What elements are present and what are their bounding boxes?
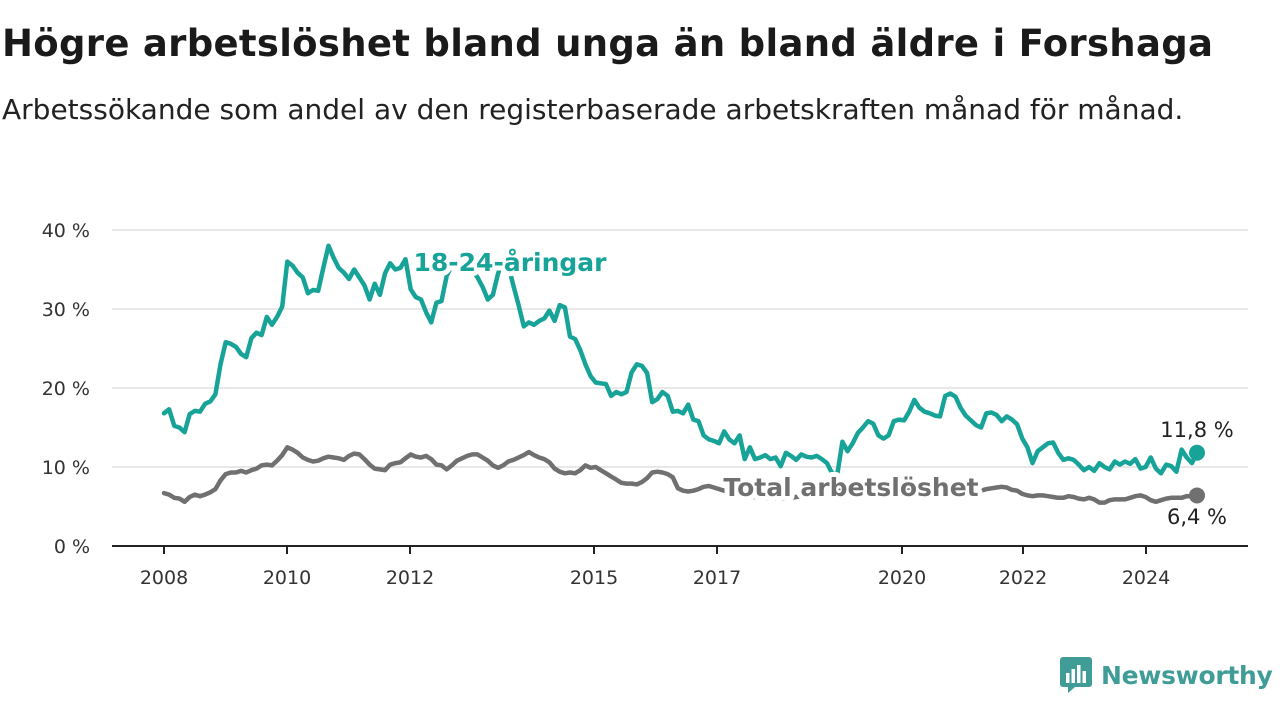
chart-subtitle: Arbetssökande som andel av den registerb… <box>2 93 1184 126</box>
x-tick-label: 2020 <box>878 567 926 589</box>
x-tick-label: 2015 <box>570 567 618 589</box>
y-tick-label: 30 % <box>42 299 90 321</box>
chart-title: Högre arbetslöshet bland unga än bland ä… <box>2 22 1214 65</box>
series-label-total: Total arbetslöshet <box>723 473 978 502</box>
y-tick-label: 40 % <box>42 220 90 242</box>
end-point-total <box>1189 487 1205 504</box>
brand-name: Newsworthy <box>1101 660 1273 690</box>
x-tick-label: 2024 <box>1122 567 1170 589</box>
series-line-total <box>161 445 1200 505</box>
series-label-18-24: 18-24-åringar <box>414 248 608 277</box>
x-tick-label: 2008 <box>140 567 188 589</box>
x-tick-label: 2017 <box>693 567 741 589</box>
line-chart: 0 % 10 % 20 % 30 % 40 % 2008 2010 2012 2015 2017… <box>42 220 1248 589</box>
y-tick-label: 0 % <box>54 536 90 558</box>
end-point-18-24 <box>1189 444 1205 461</box>
series-line-18-24 <box>161 243 1200 478</box>
x-axis-ticks: 2008 2010 2012 2015 2017 2020 2022 2024 <box>140 546 1170 589</box>
x-tick-label: 2022 <box>999 567 1047 589</box>
y-axis-ticks: 0 % 10 % 20 % 30 % 40 % <box>42 220 90 558</box>
newsworthy-logo-icon <box>1060 657 1092 693</box>
grid-lines <box>112 229 1248 468</box>
end-label-total: 6,4 % <box>1167 505 1227 529</box>
x-tick-label: 2010 <box>263 567 311 589</box>
series-labels: 18-24-åringar Total arbetslöshet 11,8 % 6,4… <box>409 243 1234 529</box>
newsworthy-logo: Newsworthy <box>1059 655 1273 695</box>
y-tick-label: 10 % <box>42 457 90 479</box>
y-tick-label: 20 % <box>42 378 90 400</box>
end-label-18-24: 11,8 % <box>1160 418 1233 442</box>
x-tick-label: 2012 <box>386 567 434 589</box>
series-lines <box>161 243 1205 505</box>
